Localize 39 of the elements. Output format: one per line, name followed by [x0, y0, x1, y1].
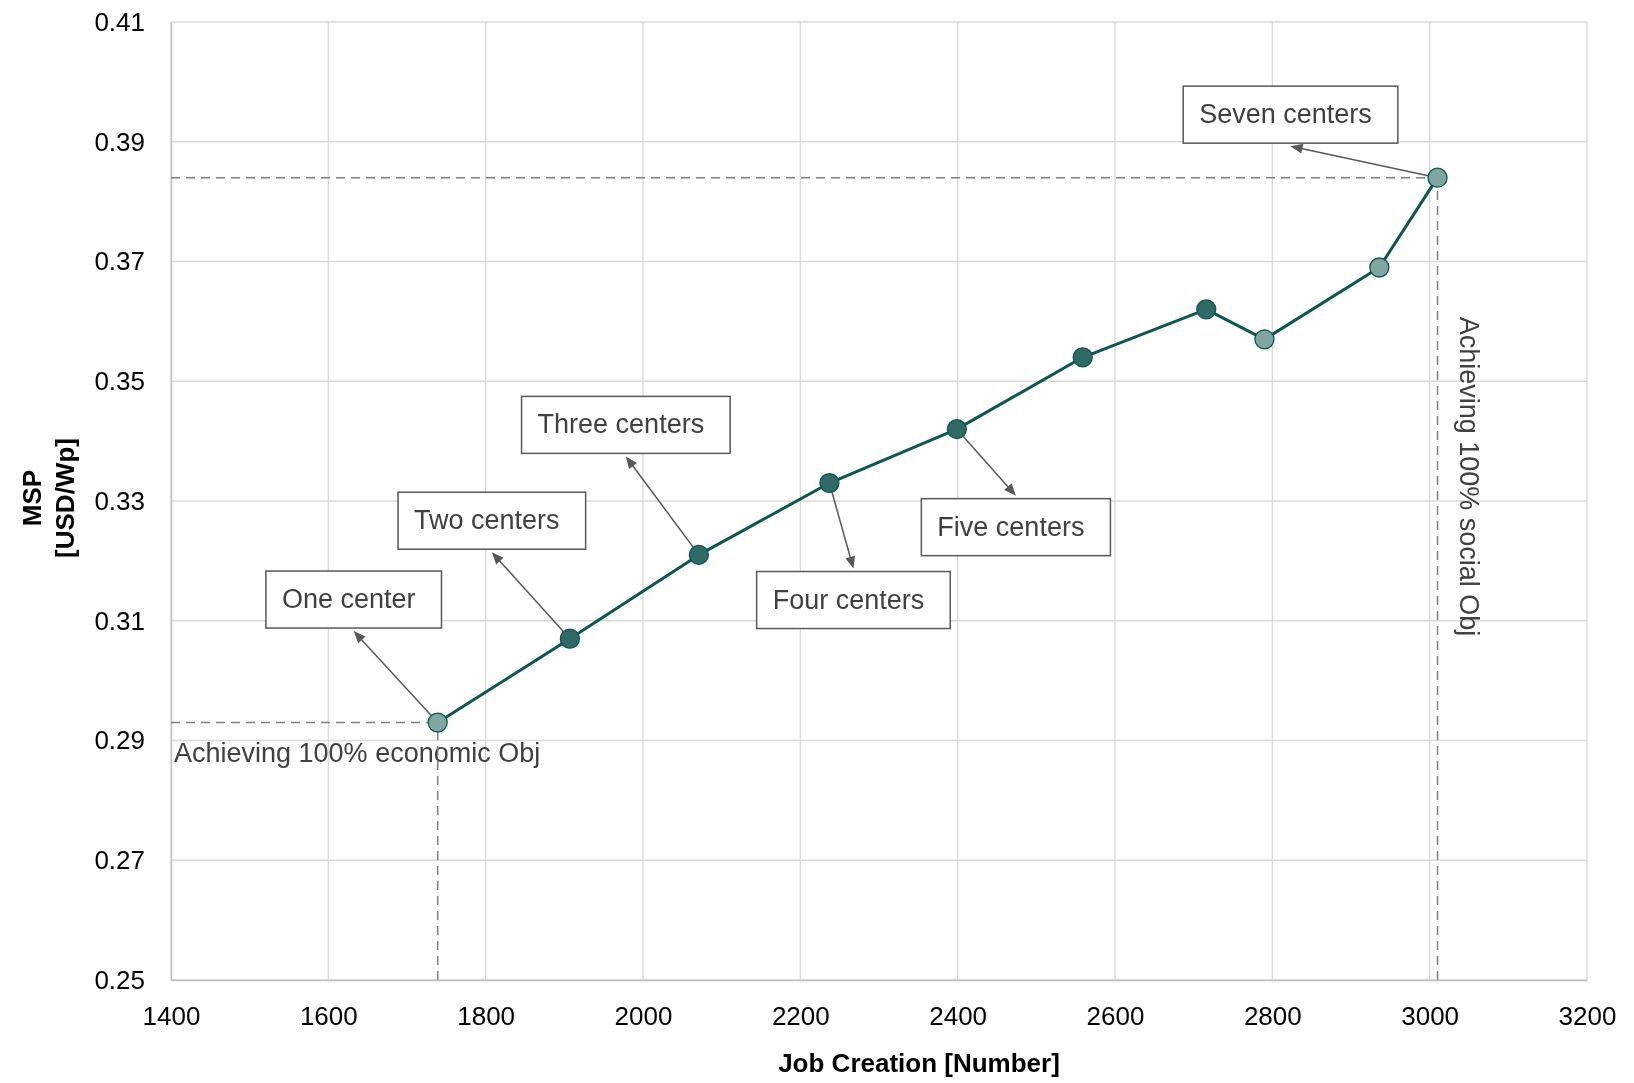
y-tick-label: 0.31	[94, 605, 145, 636]
annotation: Seven centers	[1199, 99, 1372, 130]
point	[1254, 329, 1275, 350]
x-tick-label: 1800	[457, 1001, 516, 1032]
ref-line-label: Achieving 100% economic Obj	[174, 737, 541, 768]
annotation: Four centers	[772, 584, 925, 615]
y-tick-label: 0.25	[94, 964, 145, 995]
point	[819, 472, 840, 494]
point	[1196, 299, 1217, 320]
x-tick-label: 1400	[142, 1001, 201, 1032]
y-axis-title: MSP [USD/Wp]	[16, 438, 80, 558]
y-tick-label: 0.39	[94, 126, 145, 157]
x-tick-label: 2800	[1243, 1001, 1302, 1032]
y-tick-label: 0.41	[94, 6, 145, 37]
ref-line-label: Achieving 100% social Obj	[1453, 316, 1484, 637]
y-tick-label: 0.29	[94, 725, 145, 756]
x-tick-label: 2000	[614, 1001, 673, 1032]
annotation: Five centers	[937, 511, 1085, 542]
y-tick-label: 0.27	[94, 845, 145, 876]
y-tick-label: 0.33	[94, 485, 145, 516]
x-tick-label: 1600	[299, 1001, 358, 1032]
x-tick-label: 2400	[929, 1001, 988, 1032]
x-tick-label: 2600	[1086, 1001, 1145, 1032]
point	[1072, 347, 1093, 368]
annotation: Two centers	[414, 505, 560, 536]
point	[946, 419, 968, 440]
x-tick-label: 3200	[1558, 1001, 1617, 1032]
annotation: One center	[281, 584, 416, 615]
point	[1369, 257, 1390, 278]
point	[427, 712, 448, 733]
x-tick-label: 3000	[1401, 1001, 1460, 1032]
y-tick-label: 0.35	[94, 366, 145, 397]
y-tick-label: 0.37	[94, 246, 145, 277]
x-axis-title: Job Creation [Number]	[778, 1048, 1060, 1078]
x-tick-label: 2200	[771, 1001, 830, 1032]
annotation: Three centers	[537, 409, 705, 440]
point	[1427, 167, 1448, 188]
point	[559, 628, 580, 649]
point	[688, 544, 709, 566]
